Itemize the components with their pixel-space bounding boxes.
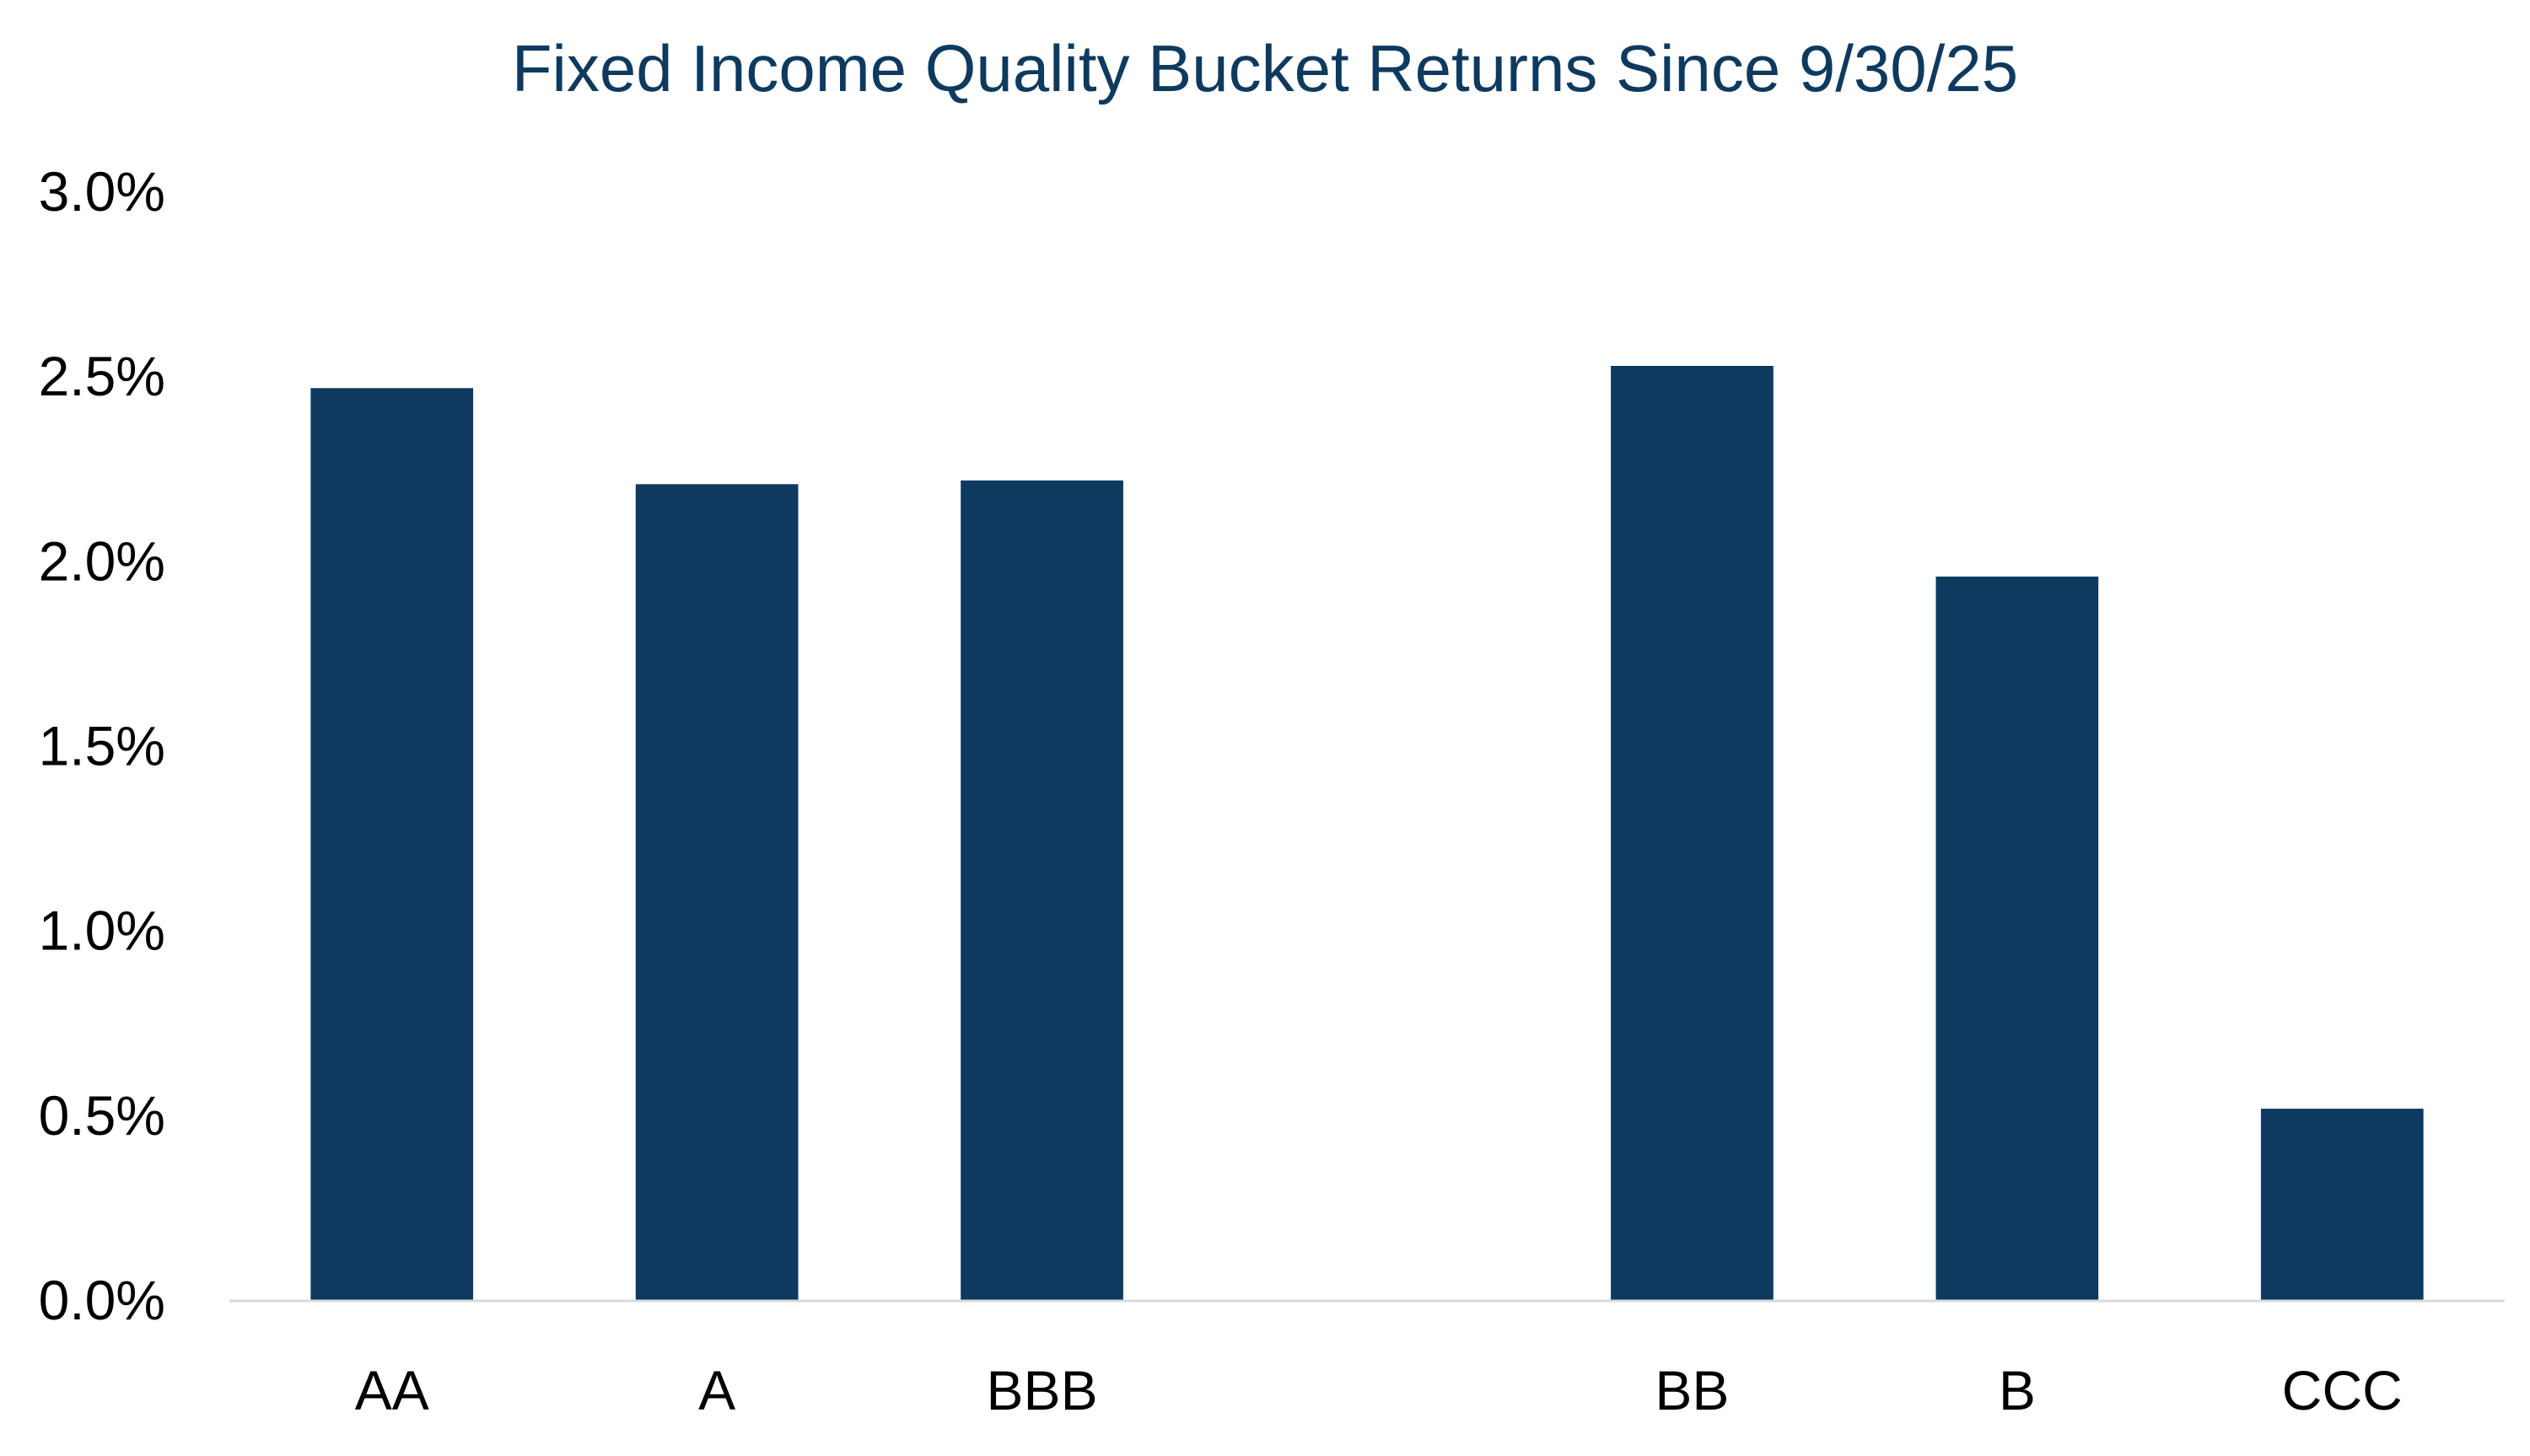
x-tick-label-aa: AA	[355, 1359, 429, 1421]
x-axis-labels: AA A BBB BB B CCC	[355, 1359, 2403, 1421]
bar-aa	[310, 388, 474, 1302]
x-tick-label-bbb: BBB	[987, 1359, 1098, 1421]
bar-bb	[1611, 366, 1774, 1302]
y-tick-label: 2.0%	[39, 529, 165, 592]
y-tick-label: 3.0%	[39, 160, 165, 223]
y-tick-label: 1.0%	[39, 900, 165, 962]
bar-ccc	[2260, 1109, 2424, 1301]
y-tick-label: 0.0%	[39, 1269, 165, 1331]
x-tick-label-b: B	[1999, 1359, 2036, 1421]
x-tick-label-a: A	[698, 1359, 735, 1421]
y-tick-label: 0.5%	[39, 1084, 165, 1147]
y-axis-ticks: 0.0% 0.5% 1.0% 1.5% 2.0% 2.5% 3.0%	[39, 160, 165, 1331]
y-tick-label: 2.5%	[39, 345, 165, 407]
bar-b	[1935, 576, 2099, 1301]
x-tick-label-bb: BB	[1655, 1359, 1729, 1421]
bars-group	[310, 366, 2424, 1302]
y-tick-label: 1.5%	[39, 715, 165, 777]
bar-a	[635, 484, 799, 1301]
bar-bbb	[961, 480, 1123, 1301]
chart-title: Fixed Income Quality Bucket Returns Sinc…	[512, 31, 2018, 105]
x-tick-label-ccc: CCC	[2282, 1359, 2403, 1421]
